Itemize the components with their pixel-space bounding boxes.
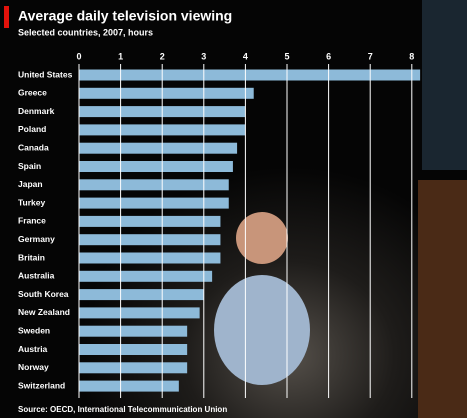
y-tick-label: Germany [18,234,55,244]
x-tick-label: 3 [201,51,206,61]
bar [79,270,213,282]
bar [79,161,233,172]
y-tick-label: Poland [18,124,46,134]
x-tick-label: 1 [118,51,123,61]
bar [79,252,221,264]
bar [79,69,421,81]
x-tick-label: 5 [284,51,289,61]
y-tick-label: Canada [18,142,49,152]
tv-screen [422,0,467,170]
bar [79,307,200,319]
x-tick-label: 0 [76,51,81,61]
bar [79,234,221,246]
y-tick-label: Spain [18,161,41,171]
child-head [236,212,288,264]
y-tick-label: Greece [18,88,47,98]
x-tick-label: 4 [243,51,248,61]
y-tick-label: South Korea [18,289,69,299]
bar [79,215,221,227]
y-tick-label: Australia [18,271,55,281]
bar [79,325,188,337]
x-tick-label: 6 [326,51,331,61]
y-tick-label: Sweden [18,325,50,335]
y-tick-label: Britain [18,252,45,262]
y-tick-label: Denmark [18,106,55,116]
tv-cabinet [418,180,467,418]
x-tick-label: 7 [368,51,373,61]
source: Source: OECD, International Telecommunic… [18,405,227,414]
y-tick-label: Turkey [18,197,46,207]
child-body [214,275,310,385]
y-tick-label: Austria [18,344,48,354]
bar [79,289,204,301]
x-tick-label: 2 [160,51,165,61]
bar [79,142,238,154]
x-tick-label: 8 [409,51,414,61]
accent [4,6,9,28]
y-tick-label: United States [18,69,73,79]
bar [79,380,179,392]
chart-subtitle: Selected countries, 2007, hours [18,27,153,37]
bar [79,179,229,191]
y-tick-label: Japan [18,179,43,189]
chart-title: Average daily television viewing [18,8,232,24]
y-tick-label: Norway [18,362,49,372]
bar [79,197,229,209]
y-tick-label: New Zealand [18,307,70,317]
y-tick-label: Switzerland [18,380,65,390]
bar [79,344,188,355]
bar [79,362,188,374]
bar [79,87,254,99]
y-tick-label: France [18,216,46,226]
